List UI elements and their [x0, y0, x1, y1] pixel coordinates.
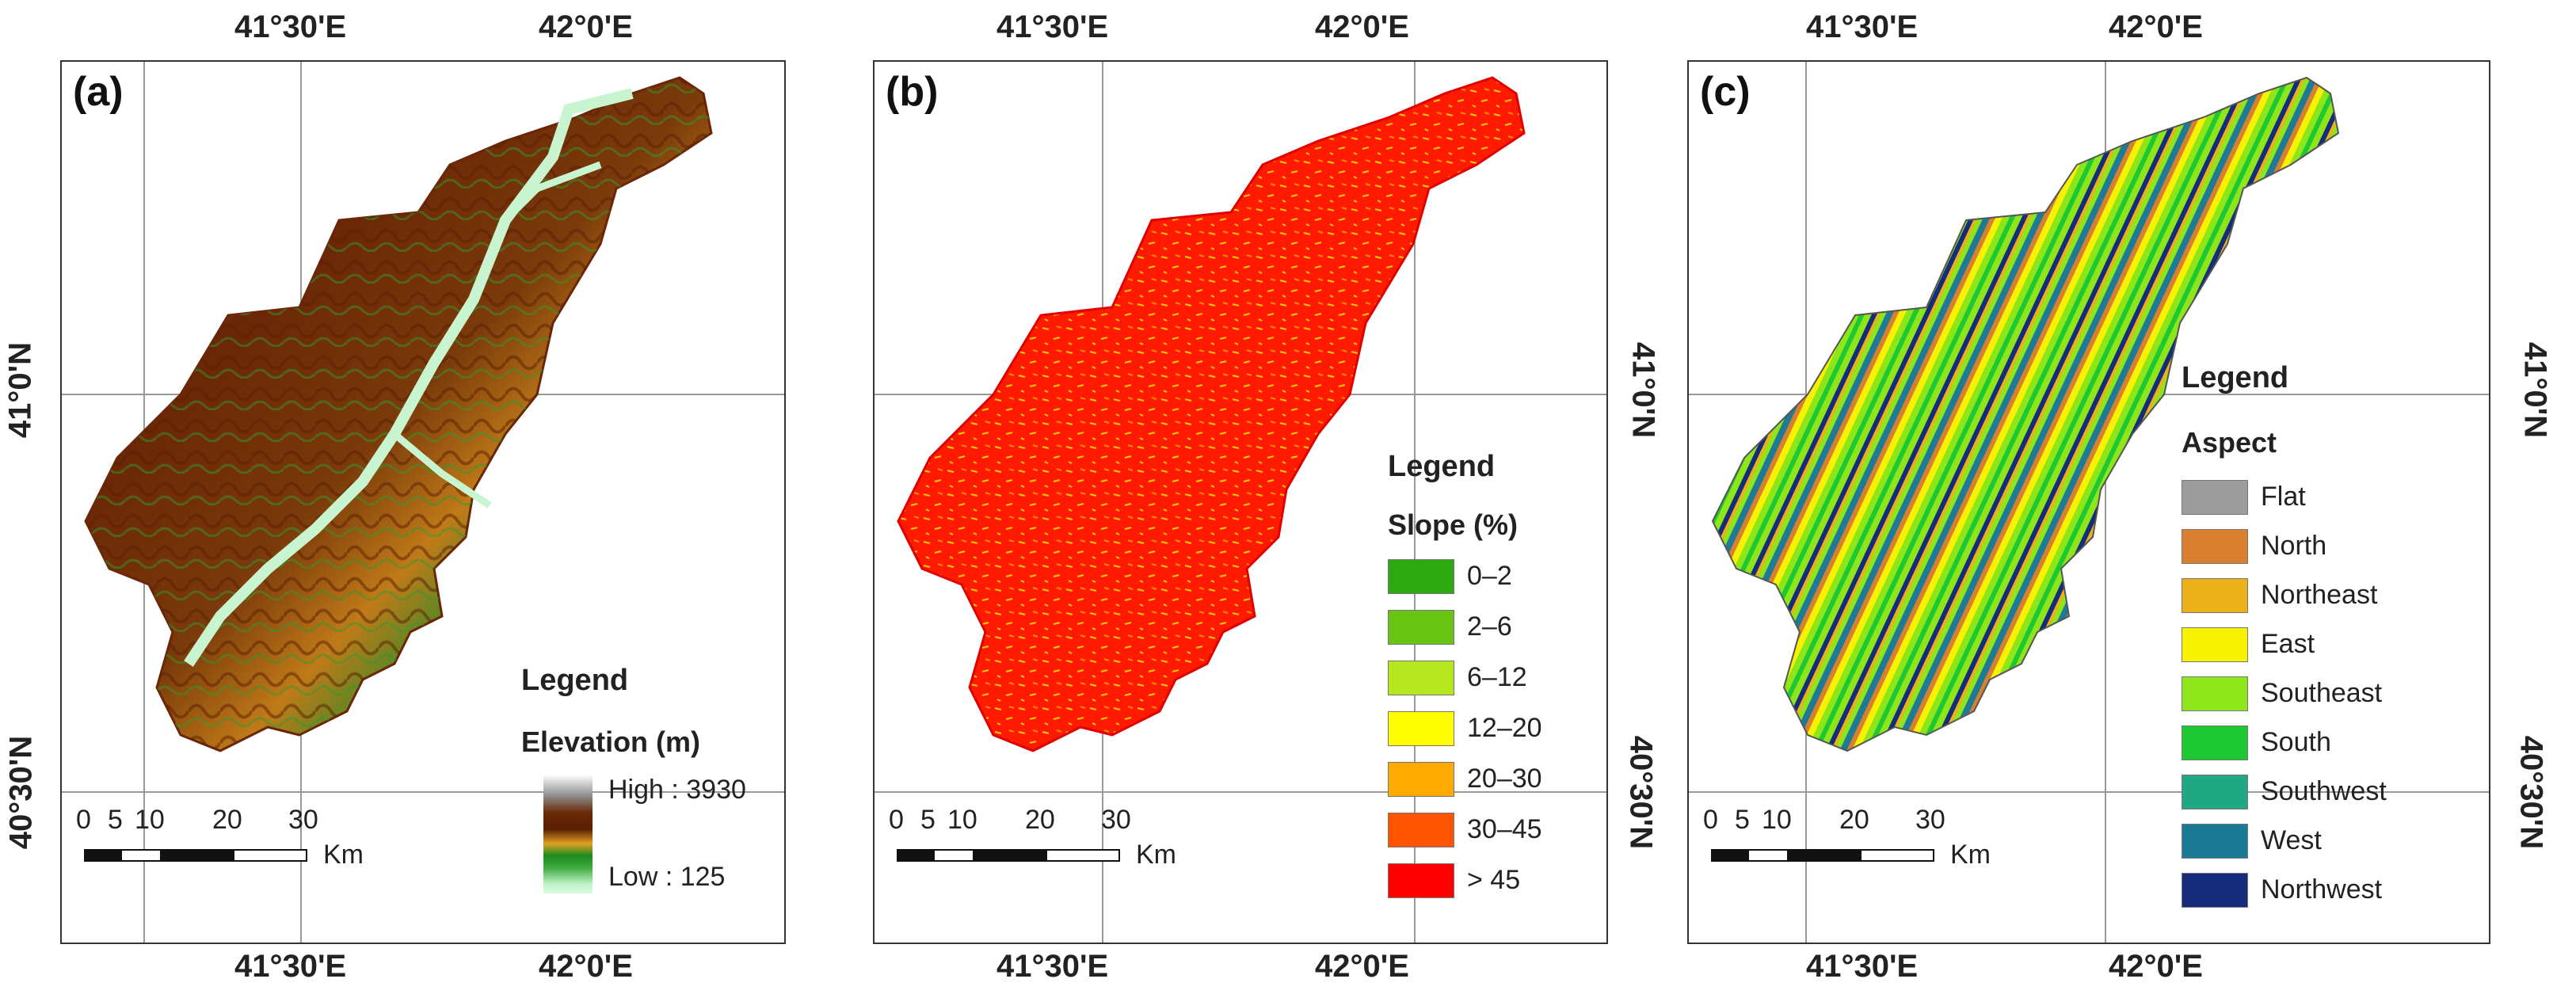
aspect-legend-label-1: North: [2261, 531, 2327, 561]
slope-legend-swatch-6: [1388, 863, 1454, 898]
panel-letter-c: (c): [1700, 69, 1751, 115]
scale-label-0: 0: [76, 805, 91, 835]
scale-label-5: 5: [108, 805, 123, 835]
map-panel-elevation: (a) Legend Elevation (m) High : 3930 Low…: [60, 60, 786, 944]
aspect-legend-swatch-5: [2182, 726, 2248, 760]
lon-bottom-label-b1: 41°30'E: [996, 949, 1109, 984]
aspect-legend-label-2: Northeast: [2261, 580, 2378, 610]
aspect-legend-swatch-4: [2182, 676, 2248, 711]
river-valley-branch: [392, 161, 602, 508]
scale-label-20: 20: [212, 805, 242, 835]
legend-subtitle-a: Elevation (m): [521, 726, 701, 758]
lon-top-label-a2: 42°0'E: [539, 10, 633, 44]
legend-subtitle-c: Aspect: [2182, 426, 2277, 459]
elevation-texture: [86, 78, 711, 751]
aspect-legend-label-6: Southwest: [2261, 776, 2387, 806]
scale-label-20: 20: [1025, 805, 1055, 835]
scale-bar: [84, 849, 307, 862]
legend-title-b: Legend: [1388, 450, 1496, 483]
watershed-slope: [897, 76, 1526, 752]
aspect-legend-label-3: East: [2261, 629, 2315, 659]
slope-legend-swatch-2: [1388, 661, 1454, 695]
scale-bar: [897, 849, 1120, 862]
lat-label-c-right-bottom: 40°30'N: [2513, 735, 2549, 850]
lon-bottom-label-c2: 42°0'E: [2109, 949, 2203, 984]
aspect-legend-swatch-7: [2182, 824, 2248, 859]
aspect-legend-swatch-1: [2182, 529, 2248, 564]
aspect-legend-swatch-3: [2182, 627, 2248, 662]
aspect-legend-label-5: South: [2261, 727, 2331, 757]
slope-map-svg: [875, 62, 1606, 943]
aspect-legend-label-7: West: [2261, 825, 2322, 855]
aspect-legend-swatch-2: [2182, 578, 2248, 613]
slope-legend-swatch-4: [1388, 762, 1454, 797]
elevation-color-ramp: [543, 775, 593, 893]
scale-label-10: 10: [947, 805, 977, 835]
map-panel-slope: (b) Legend Slope (%) 0–2 2–6 6–12 12–20 20–3…: [873, 60, 1608, 944]
panel-letter-a: (a): [73, 69, 124, 115]
slope-legend-label-1: 2–6: [1467, 611, 1512, 642]
slope-legend-label-2: 6–12: [1467, 662, 1527, 692]
scale-label-0: 0: [1703, 805, 1718, 835]
slope-legend-swatch-1: [1388, 610, 1454, 645]
legend-subtitle-b: Slope (%): [1388, 508, 1519, 541]
scale-bar: [1711, 849, 1934, 862]
lon-top-label-a1: 41°30'E: [234, 10, 347, 44]
lon-bottom-label-a2: 42°0'E: [539, 949, 633, 984]
scale-label-0: 0: [889, 805, 904, 835]
slope-legend-label-6: > 45: [1467, 865, 1521, 895]
lat-label-c-right-top: 41°0'N: [2517, 341, 2553, 439]
lat-label-a-bottom: 40°30'N: [3, 735, 39, 850]
slope-legend-swatch-3: [1388, 711, 1454, 746]
scale-label-10: 10: [1762, 805, 1792, 835]
lon-bottom-label-a1: 41°30'E: [234, 949, 347, 984]
panel-letter-b: (b): [886, 69, 939, 115]
scale-label-30: 30: [1915, 805, 1945, 835]
scale-unit: Km: [323, 840, 364, 870]
scale-unit: Km: [1136, 840, 1176, 870]
aspect-legend-swatch-6: [2182, 775, 2248, 809]
lon-top-label-b1: 41°30'E: [996, 10, 1109, 44]
scale-label-5: 5: [1735, 805, 1750, 835]
legend-title-c: Legend: [2182, 361, 2289, 394]
river-valley: [184, 88, 634, 667]
aspect-legend-label-4: Southeast: [2261, 678, 2383, 708]
scale-label-20: 20: [1839, 805, 1869, 835]
lon-top-label-b2: 42°0'E: [1315, 10, 1409, 44]
aspect-map-svg: [1689, 62, 2489, 943]
slope-legend-swatch-5: [1388, 813, 1454, 847]
lon-top-label-c2: 42°0'E: [2109, 10, 2203, 44]
lon-bottom-label-b2: 42°0'E: [1315, 949, 1409, 984]
lat-label-a-top: 41°0'N: [2, 341, 38, 439]
slope-legend-label-0: 0–2: [1467, 561, 1512, 591]
scale-unit: Km: [1950, 840, 1991, 870]
aspect-legend-label-0: Flat: [2261, 482, 2306, 512]
elevation-high-label: High : 3930: [608, 775, 746, 805]
elevation-low-label: Low : 125: [608, 862, 726, 892]
aspect-legend-swatch-0: [2182, 480, 2248, 515]
slope-legend-label-4: 20–30: [1467, 764, 1542, 794]
lon-bottom-label-c1: 41°30'E: [1806, 949, 1919, 984]
scale-label-5: 5: [920, 805, 936, 835]
slope-legend-label-3: 12–20: [1467, 713, 1542, 743]
elevation-map-svg: [62, 62, 784, 943]
slope-legend-label-5: 30–45: [1467, 814, 1542, 844]
lon-top-label-c1: 41°30'E: [1806, 10, 1919, 44]
scale-label-10: 10: [135, 805, 165, 835]
scale-label-30: 30: [1101, 805, 1131, 835]
slope-legend-swatch-0: [1388, 559, 1454, 594]
watershed-aspect: [1711, 76, 2340, 752]
lat-label-b-right-top: 41°0'N: [1625, 341, 1661, 439]
map-panel-aspect: (c) Legend Aspect Flat North Northeast East…: [1687, 60, 2490, 944]
aspect-legend-swatch-8: [2182, 873, 2248, 908]
lat-label-b-right-bottom: 40°30'N: [1623, 735, 1659, 850]
scale-label-30: 30: [288, 805, 318, 835]
legend-title-a: Legend: [521, 664, 629, 697]
aspect-legend-label-8: Northwest: [2261, 874, 2383, 905]
